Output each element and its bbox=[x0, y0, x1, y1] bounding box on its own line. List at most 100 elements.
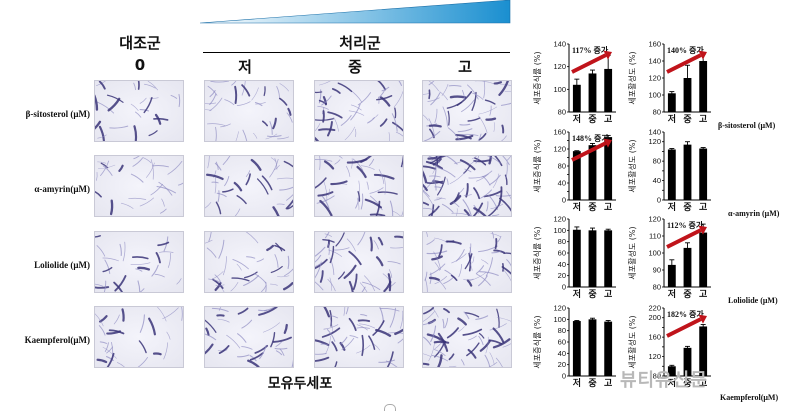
increase-arrow-head bbox=[603, 138, 612, 148]
chart-svg: 세포증식률 (%) 80 100 120 140 저 중 고 117% 증가 bbox=[533, 40, 616, 125]
micrograph-tile bbox=[204, 306, 294, 368]
y-tick-label: 120 bbox=[553, 145, 566, 154]
bar bbox=[604, 137, 613, 200]
chart-label-alpha-amyrin: α-amyrin (μM) bbox=[728, 209, 780, 218]
dose-low-label: 저 bbox=[238, 58, 252, 76]
bar-chart: 세포활성도 (%) 80 120 160 200 220 저 중 고 182% 증가 bbox=[627, 304, 747, 389]
y-tick-label: 80 bbox=[653, 372, 661, 381]
bar bbox=[667, 264, 676, 287]
y-axis-label: 세포증식률 (%) bbox=[533, 226, 542, 279]
y-tick-label: 90 bbox=[653, 266, 661, 275]
y-tick-label: 80 bbox=[558, 237, 566, 246]
increase-annotation: 148% 증가 bbox=[572, 133, 609, 143]
x-category-label: 저 bbox=[668, 377, 676, 389]
bar-chart: 세포활성도 (%) 80 90 100 110 120 저 중 고 112% 증가 bbox=[627, 215, 747, 300]
y-axis-label: 세포활성도 (%) bbox=[627, 315, 637, 368]
increase-arrow-head bbox=[698, 314, 707, 324]
y-tick-label: 0 bbox=[562, 196, 566, 205]
x-category-label: 저 bbox=[668, 288, 676, 300]
increase-arrow-head bbox=[698, 225, 707, 235]
y-tick-label: 20 bbox=[558, 271, 566, 280]
chart-svg: 세포활성도 (%) 80 100 120 140 160 저 중 고 140% 증가 bbox=[627, 40, 711, 125]
watermark-text: 뷰티유신문 bbox=[620, 370, 708, 391]
bar bbox=[588, 319, 597, 376]
x-category-label: 고 bbox=[604, 289, 612, 300]
row-label-kaempferol: Kaempferol(μM) bbox=[24, 335, 90, 345]
bar bbox=[683, 347, 692, 376]
y-tick-label: 140 bbox=[648, 128, 661, 137]
watermark-logo: 뷰티유신문 bbox=[620, 366, 708, 392]
x-category-label: 중 bbox=[683, 114, 691, 125]
y-axis-label: 세포증식률 (%) bbox=[533, 51, 542, 104]
x-category-label: 고 bbox=[604, 202, 612, 213]
x-category-label: 고 bbox=[604, 378, 612, 389]
chart-svg: 세포활성도 (%) 80 90 100 110 120 저 중 고 112% 증가 bbox=[627, 215, 711, 300]
x-category-label: 고 bbox=[699, 378, 707, 389]
x-category-label: 중 bbox=[588, 114, 596, 125]
increase-annotation: 112% 증가 bbox=[667, 220, 704, 230]
x-category-label: 중 bbox=[588, 202, 596, 213]
y-tick-label: 60 bbox=[558, 249, 566, 258]
y-tick-label: 80 bbox=[558, 326, 566, 335]
y-axis-label: 세포증식률 (%) bbox=[533, 139, 542, 192]
y-tick-label: 120 bbox=[648, 215, 661, 224]
dose-mid-label: 중 bbox=[348, 58, 362, 76]
micrograph-tile bbox=[94, 231, 184, 293]
x-category-label: 고 bbox=[699, 114, 707, 125]
x-category-label: 저 bbox=[573, 113, 581, 125]
y-tick-label: 120 bbox=[553, 215, 566, 224]
y-tick-label: 80 bbox=[653, 283, 661, 292]
y-tick-label: 100 bbox=[553, 226, 566, 235]
footer-label: 모유두세포 bbox=[267, 376, 333, 392]
y-tick-label: 110 bbox=[649, 232, 661, 241]
chart-svg: 세포증식률 (%) 0 20 40 60 80 100 120 저 중 고 bbox=[533, 215, 616, 300]
micrograph-tile bbox=[204, 80, 294, 142]
y-tick-label: 140 bbox=[648, 57, 661, 66]
bar bbox=[667, 93, 676, 112]
x-category-label: 저 bbox=[573, 377, 581, 389]
control-group-header: 대조군 bbox=[119, 34, 161, 52]
y-tick-label: 200 bbox=[648, 313, 661, 322]
bar-chart: 세포증식률 (%) 80 100 120 140 저 중 고 117% 증가 bbox=[532, 40, 652, 125]
x-category-label: 고 bbox=[699, 289, 707, 300]
y-tick-label: 140 bbox=[553, 40, 566, 49]
treatment-group-line bbox=[203, 52, 510, 53]
y-axis-label: 세포활성도 (%) bbox=[627, 139, 637, 192]
y-tick-label: 220 bbox=[648, 304, 661, 313]
row-label-alpha-amyrin: α-amyrin(μM) bbox=[34, 184, 90, 194]
increase-annotation: 117% 증가 bbox=[572, 45, 609, 55]
y-tick-label: 100 bbox=[648, 249, 661, 258]
increase-arrow bbox=[571, 141, 607, 162]
bar-chart: 세포증식률 (%) 0 20 40 60 80 100 120 저 중 고 bbox=[532, 304, 652, 389]
increase-annotation: 182% 증가 bbox=[667, 309, 704, 319]
bar bbox=[683, 144, 692, 200]
x-category-label: 중 bbox=[588, 289, 596, 300]
bar bbox=[699, 61, 708, 112]
y-tick-label: 120 bbox=[648, 74, 661, 83]
x-category-label: 저 bbox=[573, 288, 581, 300]
micrograph-tile bbox=[204, 155, 294, 217]
bar-chart: 세포증식률 (%) 0 20 40 60 80 100 120 저 중 고 bbox=[532, 215, 652, 300]
micrograph-tile bbox=[422, 306, 512, 368]
y-axis-label: 세포활성도 (%) bbox=[627, 226, 637, 279]
bar bbox=[699, 326, 708, 376]
bar bbox=[683, 78, 692, 112]
y-tick-label: 40 bbox=[558, 260, 566, 269]
x-category-label: 중 bbox=[683, 378, 691, 389]
bar bbox=[588, 73, 597, 112]
treatment-group-header: 처리군 bbox=[339, 34, 381, 52]
bar-chart: 세포활성도 (%) 0 40 80 120 140 저 중 고 bbox=[627, 128, 747, 213]
increase-arrow bbox=[666, 317, 702, 338]
increase-arrow-head bbox=[698, 50, 707, 60]
x-category-label: 중 bbox=[683, 202, 691, 213]
x-category-label: 고 bbox=[604, 114, 612, 125]
bar bbox=[604, 321, 613, 376]
bar bbox=[588, 230, 597, 287]
x-category-label: 고 bbox=[699, 202, 707, 213]
chart-label-kaempferol: Kaempferol(μM) bbox=[720, 393, 779, 402]
micrograph-tile bbox=[94, 80, 184, 142]
micrograph-tile bbox=[422, 80, 512, 142]
micrograph-tile bbox=[422, 231, 512, 293]
bar bbox=[667, 149, 676, 200]
y-tick-label: 160 bbox=[648, 40, 661, 49]
